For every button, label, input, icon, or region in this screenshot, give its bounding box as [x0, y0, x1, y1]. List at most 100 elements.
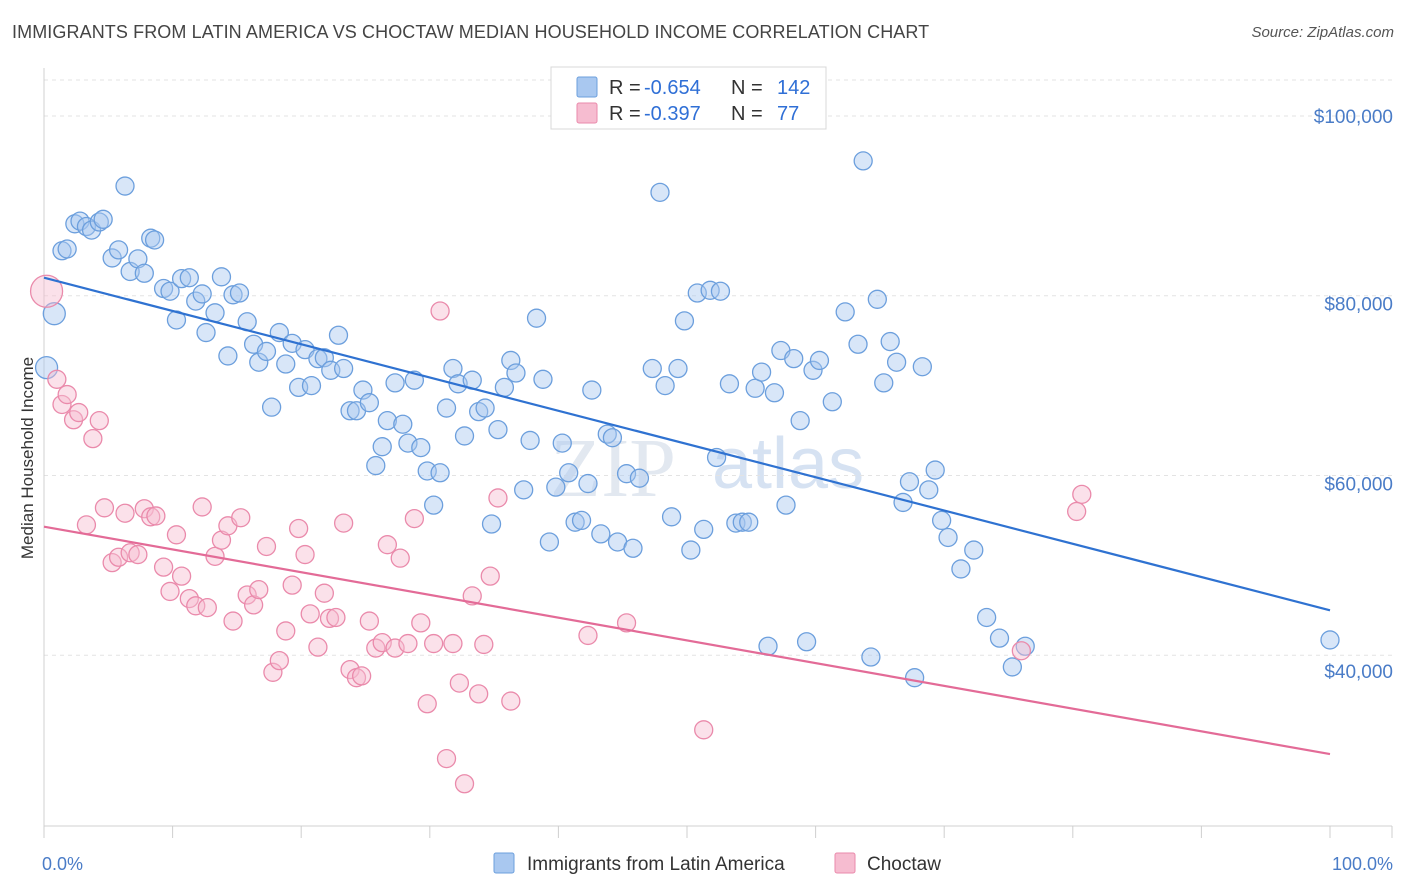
choctaw-point — [377, 535, 398, 555]
latin-america-point — [602, 428, 623, 448]
latin-america-point — [328, 325, 349, 345]
choctaw-point — [319, 608, 340, 629]
choctaw-point — [314, 583, 334, 603]
latin-america-point — [597, 424, 617, 444]
choctaw-point — [276, 621, 296, 641]
latin-america-point — [661, 507, 682, 527]
latin-america-point — [192, 284, 212, 304]
latin-america-point — [880, 331, 900, 352]
latin-america-point — [964, 540, 984, 560]
latin-america-point — [42, 302, 66, 326]
latin-america-point — [904, 668, 925, 688]
latin-america-point — [732, 512, 752, 532]
latin-america-point — [436, 398, 457, 418]
latin-america-point — [546, 477, 566, 497]
choctaw-point — [449, 673, 470, 693]
latin-america-point — [211, 267, 232, 287]
choctaw-point — [417, 694, 437, 714]
latin-america-point — [776, 495, 796, 515]
latin-america-point — [171, 268, 192, 289]
choctaw-point — [308, 637, 328, 657]
x-tick-label-start: 0.0% — [42, 854, 83, 874]
watermark-atlas: atlas — [712, 424, 864, 504]
choctaw-point — [256, 536, 277, 557]
latin-america-point — [301, 375, 322, 396]
latin-america-point — [681, 540, 701, 560]
latin-america-point — [539, 532, 560, 552]
choctaw-point — [326, 607, 346, 628]
watermark: ZIP atlas — [550, 422, 864, 515]
latin-america-trend-line — [43, 276, 1331, 612]
latin-america-point — [809, 350, 830, 371]
latin-america-point — [899, 472, 920, 492]
choctaw-trend-line — [43, 525, 1331, 756]
latin-america-point — [353, 380, 373, 400]
bottom-legend: Immigrants from Latin America Choctaw — [493, 852, 941, 875]
latin-america-point — [582, 380, 602, 400]
latin-america-point — [790, 410, 810, 431]
latin-america-point — [559, 463, 579, 483]
latin-america-point — [196, 322, 216, 343]
legend-n-value-2: 77 — [777, 103, 799, 125]
latin-america-point — [506, 363, 526, 383]
latin-america-point — [134, 263, 154, 283]
latin-america-point — [340, 401, 360, 421]
source-credit: Source: ZipAtlas.com — [1251, 24, 1394, 41]
legend-r-label-1: R = — [609, 77, 641, 99]
choctaw-point — [288, 518, 309, 539]
latin-america-point — [764, 383, 785, 403]
legend-r-label-2: R = — [609, 103, 641, 125]
choctaw-point — [474, 634, 494, 655]
latin-america-point — [629, 468, 650, 488]
latin-america-point — [261, 397, 282, 417]
latin-america-point — [249, 352, 269, 372]
watermark-zip: ZIP — [550, 422, 676, 515]
latin-america-point — [710, 281, 731, 301]
latin-america-point — [424, 495, 444, 515]
series-choctaw-points — [29, 274, 1092, 794]
latin-america-point — [179, 268, 199, 288]
choctaw-point — [223, 611, 243, 631]
latin-america-point — [835, 302, 855, 322]
latin-america-point — [861, 647, 881, 667]
latin-america-point — [642, 358, 662, 379]
latin-america-point — [931, 510, 952, 531]
latin-america-point — [501, 350, 521, 371]
trend-lines — [43, 276, 1331, 756]
latin-america-point — [867, 289, 887, 309]
choctaw-point — [29, 274, 64, 308]
latin-america-point — [719, 374, 740, 394]
latin-america-point — [229, 283, 250, 303]
choctaw-point — [398, 633, 418, 654]
latin-america-point — [751, 362, 772, 382]
latin-america-point — [951, 559, 971, 579]
latin-america-point — [739, 512, 759, 532]
choctaw-point — [160, 581, 180, 602]
latin-america-point — [454, 426, 475, 446]
choctaw-point — [47, 369, 67, 389]
latin-america-point — [430, 463, 450, 483]
latin-america-point — [115, 176, 135, 196]
choctaw-point — [1072, 484, 1092, 504]
latin-america-point — [144, 230, 165, 250]
latin-america-point — [565, 512, 585, 532]
choctaw-point — [197, 597, 217, 618]
choctaw-point — [616, 613, 637, 633]
latin-america-point — [745, 378, 765, 398]
latin-america-point — [1320, 630, 1340, 650]
choctaw-point — [83, 428, 103, 449]
choctaw-point — [469, 684, 489, 704]
choctaw-point — [390, 548, 410, 568]
legend-swatch-pink — [576, 102, 598, 124]
choctaw-point — [153, 557, 174, 577]
latin-america-point — [377, 410, 398, 431]
latin-america-point — [784, 348, 804, 369]
latin-america-point — [571, 510, 592, 531]
latin-america-point — [256, 341, 277, 362]
latin-america-point — [205, 303, 225, 323]
latin-america-point — [366, 455, 386, 476]
choctaw-point — [454, 774, 475, 794]
legend-n-label-2: N = — [731, 103, 763, 125]
latin-america-point — [668, 358, 688, 379]
choctaw-point — [404, 508, 425, 529]
